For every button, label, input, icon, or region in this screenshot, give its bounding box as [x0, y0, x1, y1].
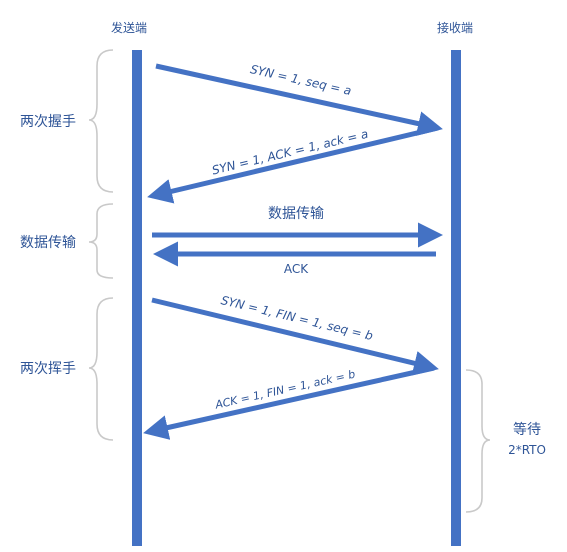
ack-fin-arrow	[143, 365, 435, 440]
wave-brace	[88, 297, 114, 441]
sender-timeline	[132, 50, 142, 546]
phase-transfer-label: 数据传输	[20, 235, 76, 251]
receiver-header: 接收端	[437, 20, 473, 35]
syn-arrow	[155, 63, 443, 136]
wait-brace	[465, 369, 491, 513]
syn-ack-arrow	[147, 125, 439, 204]
receiver-timeline	[451, 50, 461, 546]
handshake-brace	[88, 49, 114, 193]
syn-fin-arrow	[151, 297, 439, 376]
sender-header: 发送端	[111, 20, 147, 35]
wait-label-line1: 等待	[513, 421, 541, 438]
data-message-label: 数据传输	[268, 206, 324, 222]
ack-message-label: ACK	[284, 262, 309, 276]
phase-handshake-label: 两次握手	[20, 114, 76, 130]
wait-label-line2: 2*RTO	[508, 443, 546, 457]
transfer-brace	[88, 203, 114, 279]
syn-message-label: SYN = 1, seq = a	[249, 62, 353, 98]
phase-wave-label: 两次挥手	[20, 361, 76, 377]
